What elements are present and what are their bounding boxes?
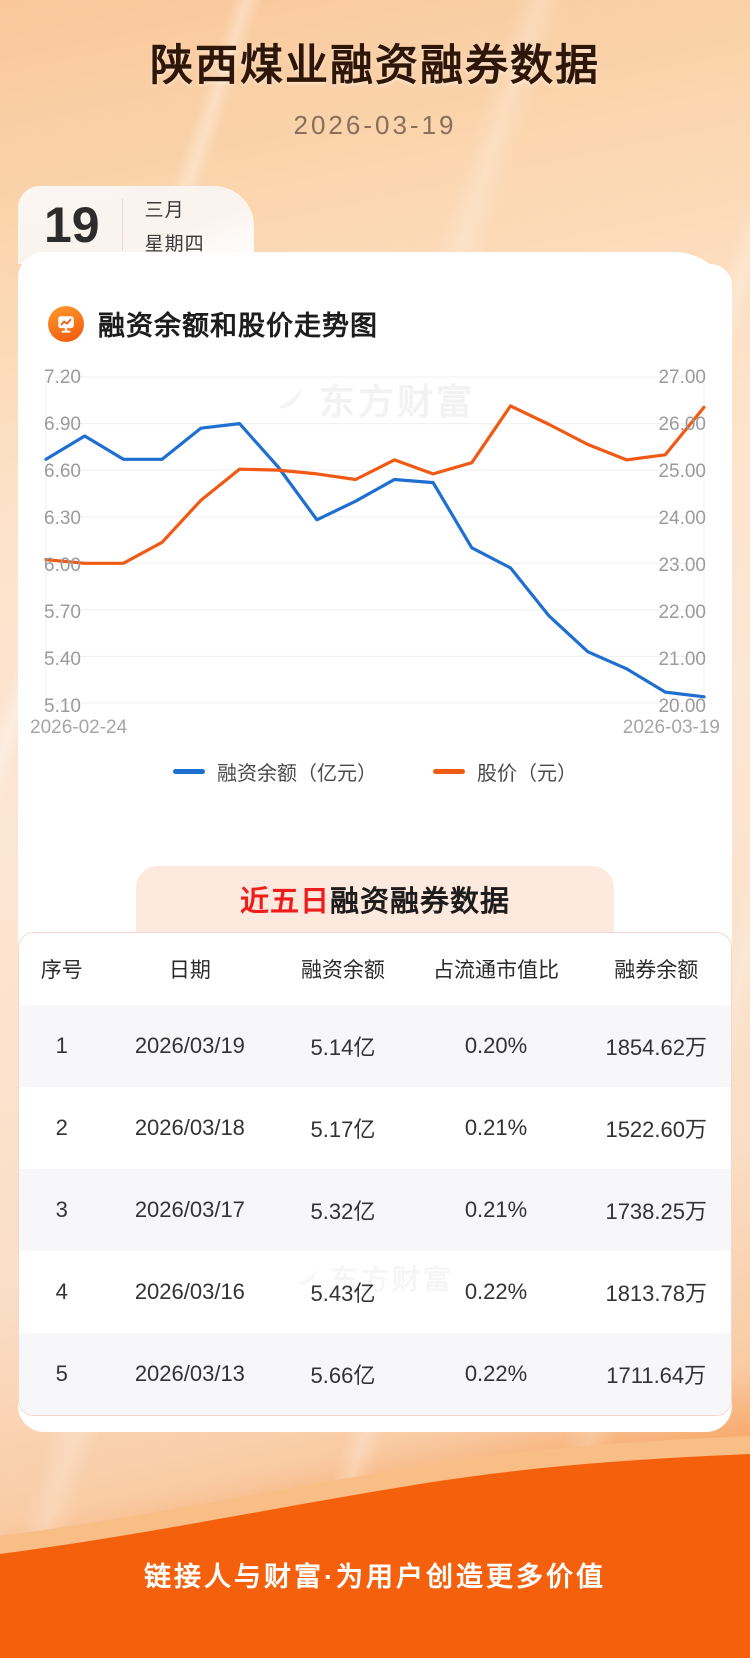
y-left-tick-6: 5.40 <box>44 649 81 670</box>
cell-index: 1 <box>55 1033 68 1058</box>
table-row[interactable]: 3 2026/03/17 5.32亿 0.21% 1738.25万 <box>19 1169 731 1251</box>
table-title-badge: 近五日 融资融券数据 <box>136 866 614 932</box>
cell-date: 2026/03/19 <box>134 1033 245 1058</box>
legend-label-stock-price: 股价（元） <box>477 763 577 785</box>
cell-pct: 0.22% <box>464 1279 528 1304</box>
cell-pct: 0.21% <box>464 1115 528 1140</box>
cell-short: 1813.78万 <box>605 1281 707 1306</box>
table-row[interactable]: 2 2026/03/18 5.17亿 0.21% 1522.60万 <box>19 1087 731 1169</box>
table-row[interactable]: 4 2026/03/16 5.43亿 0.22% 1813.78万 <box>19 1251 731 1333</box>
date-tab-weekday: 星期四 <box>144 233 205 255</box>
page-header: 陕西煤业融资融券数据 2026-03-19 <box>0 0 750 141</box>
chart-header: 融资余额和股价走势图 <box>18 264 732 343</box>
table-row[interactable]: 1 2026/03/19 5.14亿 0.20% 1854.62万 <box>19 1005 731 1087</box>
y-right-tick-7: 20.00 <box>658 696 706 717</box>
chart-title: 融资余额和股价走势图 <box>98 311 378 341</box>
legend-label-financing-balance: 融资余额（亿元） <box>217 763 377 785</box>
y-left-tick-2: 6.60 <box>44 461 81 482</box>
column-header-short: 融券余额 <box>581 933 731 1005</box>
chart-svg <box>44 376 706 704</box>
cell-short: 1522.60万 <box>605 1117 707 1142</box>
x-axis-end-label: 2026-03-19 <box>622 717 720 738</box>
y-right-tick-0: 27.00 <box>658 367 706 388</box>
y-left-tick-4: 6.00 <box>44 555 81 576</box>
page-footer: 链接人与财富·为用户创造更多价值 <box>0 1432 750 1658</box>
date-tab-month: 三月 <box>144 199 185 221</box>
legend-item-financing-balance[interactable]: 融资余额（亿元） <box>173 757 377 786</box>
page-date: 2026-03-19 <box>293 109 457 140</box>
x-axis-start-label: 2026-02-24 <box>30 717 128 738</box>
table-row[interactable]: 5 2026/03/13 5.66亿 0.22% 1711.64万 <box>19 1333 731 1415</box>
chart-card: 融资余额和股价走势图 东方财富 7.20 6.90 6.60 6.30 6.00… <box>18 264 732 838</box>
cell-pct: 0.22% <box>464 1361 528 1386</box>
y-right-tick-4: 23.00 <box>658 555 706 576</box>
cell-index: 4 <box>55 1279 68 1304</box>
legend-swatch-stock-price <box>433 769 465 774</box>
page-title: 陕西煤业融资融券数据 <box>150 42 600 90</box>
cell-pct: 0.20% <box>464 1033 528 1058</box>
cell-date: 2026/03/17 <box>134 1197 245 1222</box>
column-header-date: 日期 <box>104 933 276 1005</box>
y-left-tick-3: 6.30 <box>44 508 81 529</box>
table-title-rest: 融资融券数据 <box>330 886 511 918</box>
chart-plot-area: 东方财富 7.20 6.90 6.60 6.30 6.00 5.70 5.40 … <box>18 365 732 785</box>
table-title-highlight: 近五日 <box>239 886 330 918</box>
table-card: 近五日 融资融券数据 东方财富 序号 日期 融资余额 占流通市值比 融券余额 1 <box>18 866 732 1416</box>
column-header-index: 序号 <box>19 933 105 1005</box>
column-header-pct: 占流通市值比 <box>410 933 582 1005</box>
chart-legend: 融资余额（亿元） 股价（元） <box>18 757 732 786</box>
cell-balance: 5.32亿 <box>310 1199 376 1224</box>
monitor-chart-icon <box>48 305 84 342</box>
cell-short: 1738.25万 <box>605 1199 707 1224</box>
y-right-tick-6: 21.00 <box>658 649 706 670</box>
y-left-tick-0: 7.20 <box>44 367 81 388</box>
cell-balance: 5.66亿 <box>310 1363 376 1388</box>
cell-date: 2026/03/18 <box>134 1115 245 1140</box>
column-header-balance: 融资余额 <box>275 933 411 1005</box>
y-left-tick-7: 5.10 <box>44 696 81 717</box>
cell-index: 5 <box>55 1361 68 1386</box>
date-tab-day: 19 <box>44 197 100 253</box>
legend-item-stock-price[interactable]: 股价（元） <box>433 757 577 786</box>
cell-index: 2 <box>55 1115 68 1140</box>
legend-swatch-financing-balance <box>173 769 205 774</box>
table-wrapper: 东方财富 序号 日期 融资余额 占流通市值比 融券余额 1 2026/03/19… <box>18 932 732 1416</box>
cell-balance: 5.14亿 <box>310 1035 376 1060</box>
cell-index: 3 <box>55 1197 68 1222</box>
y-right-tick-2: 25.00 <box>658 461 706 482</box>
y-left-tick-1: 6.90 <box>44 414 81 435</box>
table-header-row: 序号 日期 融资余额 占流通市值比 融券余额 <box>19 933 731 1005</box>
y-right-tick-5: 22.00 <box>658 602 706 623</box>
cell-pct: 0.21% <box>464 1197 528 1222</box>
cell-short: 1711.64万 <box>606 1363 707 1388</box>
cell-balance: 5.43亿 <box>310 1281 376 1306</box>
cell-short: 1854.62万 <box>605 1035 707 1060</box>
y-right-tick-1: 26.00 <box>658 414 706 435</box>
cell-date: 2026/03/13 <box>134 1361 245 1386</box>
footer-wave <box>0 1436 750 1658</box>
y-right-tick-3: 24.00 <box>658 508 706 529</box>
date-tab: 19 三月 星期四 <box>18 186 254 264</box>
y-left-tick-5: 5.70 <box>44 602 81 623</box>
margin-trading-table: 序号 日期 融资余额 占流通市值比 融券余额 1 2026/03/19 5.14… <box>19 933 731 1415</box>
cell-date: 2026/03/16 <box>134 1279 245 1304</box>
cell-balance: 5.17亿 <box>310 1117 376 1142</box>
footer-slogan: 链接人与财富·为用户创造更多价值 <box>144 1562 606 1592</box>
date-tab-divider <box>121 199 123 251</box>
